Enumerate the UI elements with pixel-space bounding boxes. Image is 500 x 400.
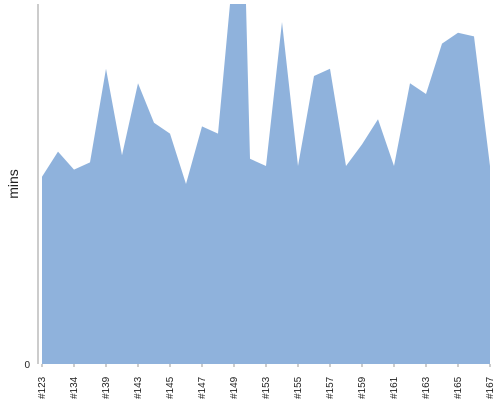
- x-tick-label: #165: [453, 376, 464, 399]
- x-tick-label: #143: [133, 376, 144, 399]
- area-point: [41, 175, 44, 178]
- area-point: [57, 150, 60, 153]
- area-point: [393, 165, 396, 168]
- x-tick-label: #134: [69, 376, 80, 399]
- area-point: [457, 31, 460, 34]
- area-point: [377, 118, 380, 121]
- area-point: [73, 168, 76, 171]
- x-tick-label: #161: [389, 376, 400, 399]
- area-point: [489, 165, 492, 168]
- area-point: [345, 165, 348, 168]
- area-point: [185, 183, 188, 186]
- area-point: [361, 143, 364, 146]
- area-series: [42, 4, 490, 364]
- area-point: [297, 165, 300, 168]
- area-point: [201, 125, 204, 128]
- area-point: [105, 67, 108, 70]
- x-tick-label: #149: [229, 376, 240, 399]
- area-point: [441, 42, 444, 45]
- x-tick-label: #123: [37, 376, 48, 399]
- y-axis-title: mins: [5, 169, 21, 199]
- x-tick-label: #145: [165, 376, 176, 399]
- x-tick-label: #157: [325, 376, 336, 399]
- x-tick-label: #153: [261, 376, 272, 399]
- x-tick-label: #167: [485, 376, 496, 399]
- area-point: [249, 157, 252, 160]
- area-point: [473, 35, 476, 38]
- area-point: [169, 132, 172, 135]
- area-point: [245, 3, 248, 6]
- x-tick-label: #147: [197, 376, 208, 399]
- area-point: [313, 75, 316, 78]
- x-tick-label: #139: [101, 376, 112, 399]
- area-point: [121, 154, 124, 157]
- area-point: [281, 21, 284, 24]
- x-tick-label: #163: [421, 376, 432, 399]
- y-tick-label-zero: 0: [24, 360, 30, 371]
- x-tick-label: #159: [357, 376, 368, 399]
- x-tick-label: #155: [293, 376, 304, 399]
- area-point: [425, 93, 428, 96]
- area-point: [137, 82, 140, 85]
- area-point: [409, 82, 412, 85]
- area-point: [229, 3, 232, 6]
- area-point: [265, 165, 268, 168]
- area-point: [217, 132, 220, 135]
- area-point: [153, 121, 156, 124]
- area-point: [89, 161, 92, 164]
- x-axis-tick-labels: #123 #134 #139 #143 #145 #147 #149 #153 #155 #157…: [37, 364, 496, 399]
- area-point: [329, 67, 332, 70]
